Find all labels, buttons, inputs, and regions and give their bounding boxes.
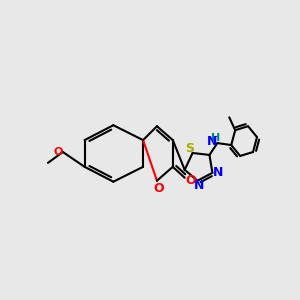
- Text: O: O: [153, 182, 164, 195]
- Text: S: S: [185, 142, 194, 155]
- Text: H: H: [211, 133, 220, 143]
- Text: N: N: [194, 179, 204, 192]
- Text: N: N: [213, 166, 224, 179]
- Text: O: O: [54, 147, 63, 157]
- Text: O: O: [185, 174, 196, 187]
- Text: N: N: [207, 135, 217, 148]
